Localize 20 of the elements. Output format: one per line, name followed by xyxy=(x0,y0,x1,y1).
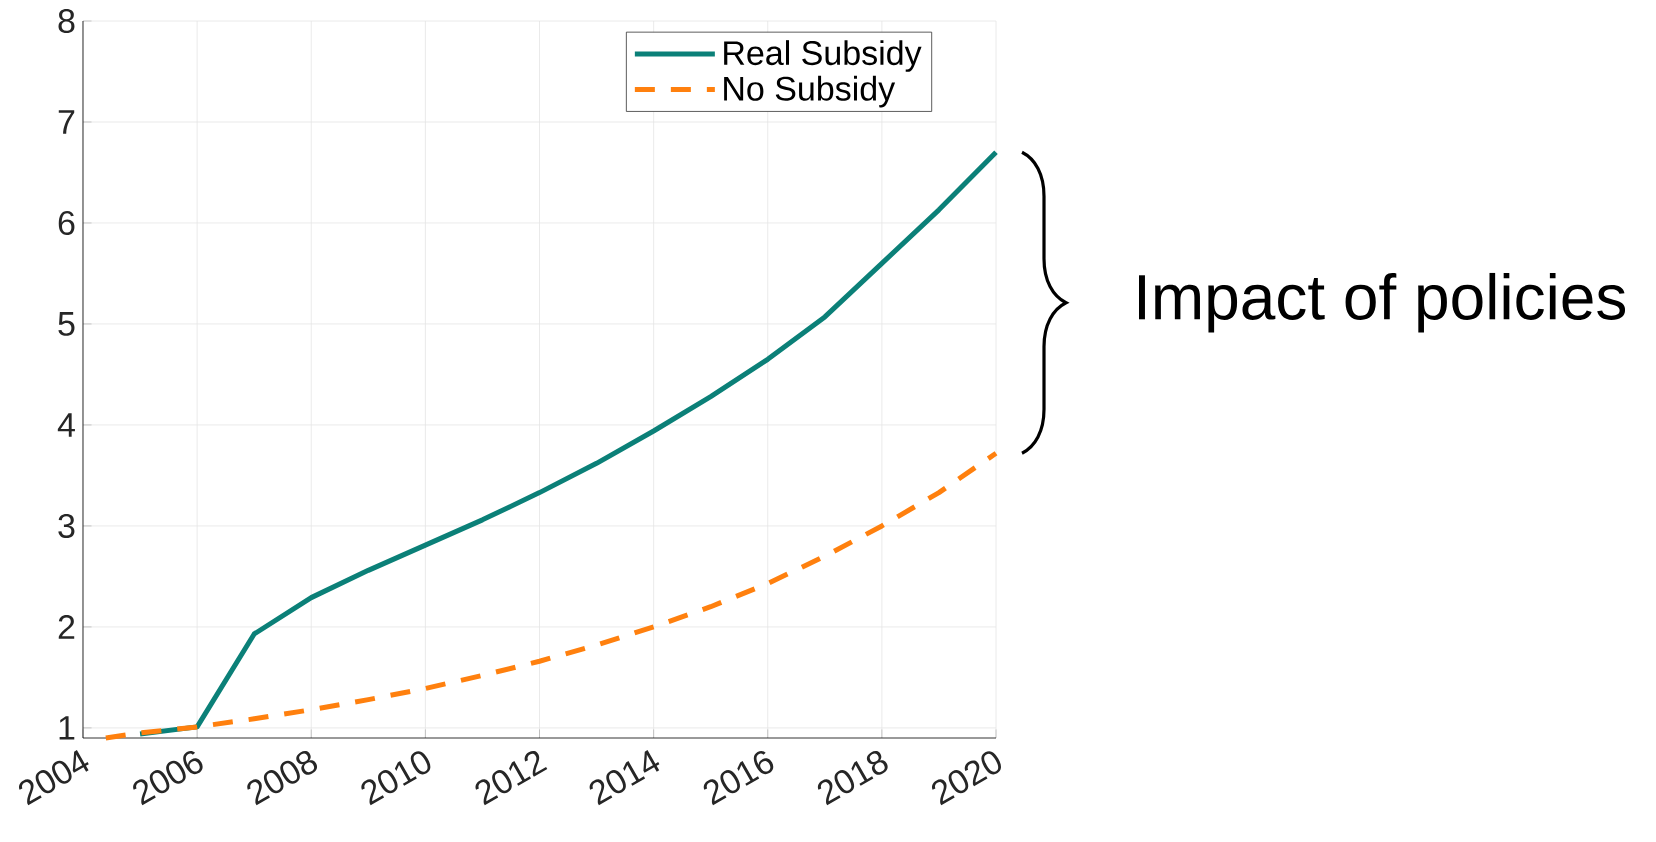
legend-label: No Subsidy xyxy=(724,75,896,108)
x-tick-label: 2014 xyxy=(589,750,660,806)
y-tick-label: 3 xyxy=(58,513,75,538)
legend-label: Real Subsidy xyxy=(724,40,922,72)
x-tick-label: 2008 xyxy=(247,751,318,806)
x-tick-label: 2018 xyxy=(817,751,888,806)
y-tick-label: 8 xyxy=(58,8,75,34)
x-tick-label: 2012 xyxy=(475,751,548,806)
x-tick-label: 2016 xyxy=(703,750,774,806)
y-tick-label: 7 xyxy=(58,110,75,134)
x-tick-label: 2010 xyxy=(361,751,431,806)
y-tick-label: 6 xyxy=(58,210,75,236)
text: Impact of policies xyxy=(1138,272,1626,333)
y-tick-label: 5 xyxy=(58,312,75,336)
y-tick-label: 1 xyxy=(59,716,75,740)
x-tick-label: 2006 xyxy=(133,750,203,806)
y-tick-label: 2 xyxy=(58,615,75,639)
x-tick-label: 2004 xyxy=(18,750,89,806)
y-tick-label: 4 xyxy=(57,413,75,437)
x-tick-label: 2020 xyxy=(931,751,1001,806)
